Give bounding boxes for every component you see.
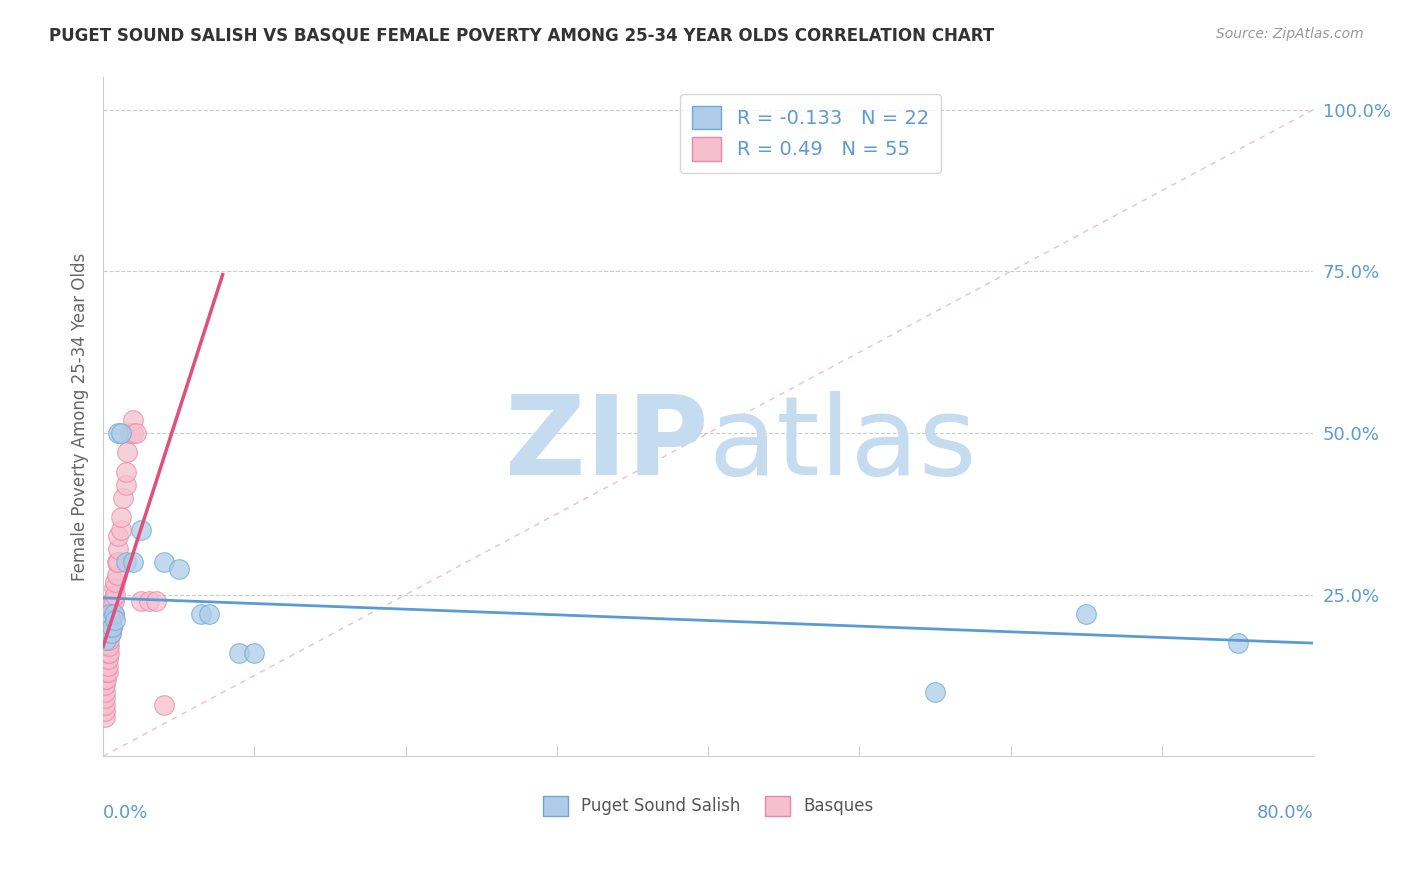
- Point: [104, 614, 127, 628]
- Point: [110, 523, 132, 537]
- Point: [103, 594, 125, 608]
- Point: [1076, 607, 1098, 621]
- Point: [98, 640, 121, 654]
- Point: [167, 562, 190, 576]
- Point: [103, 607, 125, 621]
- Point: [96, 665, 118, 680]
- Point: [152, 698, 174, 712]
- Point: [105, 568, 128, 582]
- Point: [145, 594, 167, 608]
- Point: [111, 491, 134, 505]
- Point: [100, 607, 122, 621]
- Point: [107, 425, 129, 440]
- Point: [93, 678, 115, 692]
- Point: [96, 632, 118, 647]
- Point: [103, 607, 125, 621]
- Point: [198, 607, 221, 621]
- Point: [129, 594, 152, 608]
- Point: [104, 574, 127, 589]
- Point: [120, 425, 142, 440]
- Point: [228, 646, 250, 660]
- Point: [97, 640, 120, 654]
- Point: [107, 529, 129, 543]
- Point: [122, 413, 145, 427]
- Point: [96, 658, 118, 673]
- Point: [98, 646, 121, 660]
- Point: [152, 555, 174, 569]
- Point: [190, 607, 212, 621]
- Point: [93, 684, 115, 698]
- Point: [110, 425, 132, 440]
- Text: Source: ZipAtlas.com: Source: ZipAtlas.com: [1216, 27, 1364, 41]
- Point: [96, 640, 118, 654]
- Point: [97, 658, 120, 673]
- Point: [107, 542, 129, 557]
- Point: [103, 581, 125, 595]
- Point: [96, 646, 118, 660]
- Point: [98, 607, 121, 621]
- Point: [93, 672, 115, 686]
- Point: [138, 594, 160, 608]
- Point: [122, 555, 145, 569]
- Point: [93, 691, 115, 706]
- Point: [129, 523, 152, 537]
- Point: [97, 652, 120, 666]
- Point: [100, 614, 122, 628]
- Point: [96, 652, 118, 666]
- Point: [97, 620, 120, 634]
- Point: [125, 425, 148, 440]
- Point: [924, 684, 946, 698]
- Y-axis label: Female Poverty Among 25-34 Year Olds: Female Poverty Among 25-34 Year Olds: [72, 252, 89, 581]
- Point: [93, 658, 115, 673]
- Point: [122, 425, 145, 440]
- Point: [100, 626, 122, 640]
- Point: [93, 710, 115, 724]
- Point: [107, 555, 129, 569]
- Point: [100, 620, 122, 634]
- Text: ZIP: ZIP: [505, 391, 709, 498]
- Point: [104, 588, 127, 602]
- Text: 80.0%: 80.0%: [1257, 804, 1313, 822]
- Point: [114, 465, 136, 479]
- Point: [101, 620, 124, 634]
- Text: atlas: atlas: [709, 391, 977, 498]
- Point: [101, 594, 124, 608]
- Point: [1226, 636, 1249, 650]
- Point: [100, 614, 122, 628]
- Point: [110, 510, 132, 524]
- Point: [96, 672, 118, 686]
- Text: PUGET SOUND SALISH VS BASQUE FEMALE POVERTY AMONG 25-34 YEAR OLDS CORRELATION CH: PUGET SOUND SALISH VS BASQUE FEMALE POVE…: [49, 27, 994, 45]
- Point: [97, 632, 120, 647]
- Point: [93, 704, 115, 718]
- Legend: Puget Sound Salish, Basques: Puget Sound Salish, Basques: [536, 789, 880, 822]
- Point: [93, 698, 115, 712]
- Point: [243, 646, 266, 660]
- Point: [114, 477, 136, 491]
- Point: [114, 555, 136, 569]
- Point: [105, 555, 128, 569]
- Point: [101, 620, 124, 634]
- Point: [97, 646, 120, 660]
- Point: [117, 445, 139, 459]
- Point: [100, 626, 122, 640]
- Point: [97, 665, 120, 680]
- Point: [101, 607, 124, 621]
- Point: [98, 632, 121, 647]
- Text: 0.0%: 0.0%: [103, 804, 149, 822]
- Point: [93, 665, 115, 680]
